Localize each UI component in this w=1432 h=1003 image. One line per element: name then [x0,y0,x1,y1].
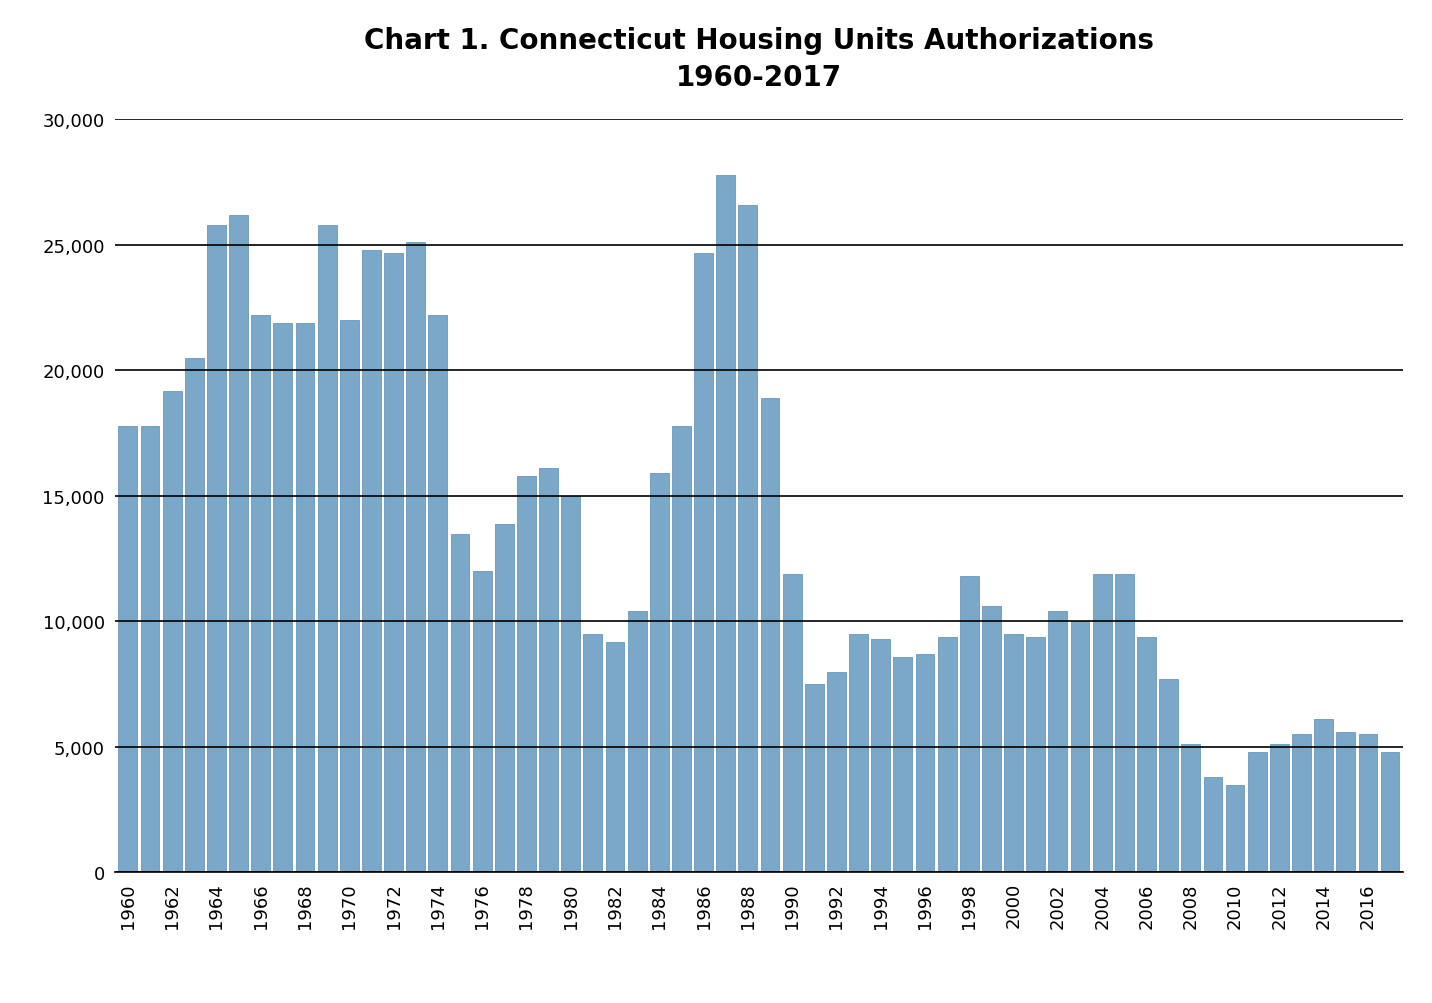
Bar [716,176,735,873]
Bar [583,634,603,873]
Bar [451,534,470,873]
Bar [1226,784,1244,873]
Bar [915,654,935,873]
Bar [1137,637,1156,873]
Bar [1048,612,1067,873]
Bar [407,243,425,873]
Bar [672,426,690,873]
Title: Chart 1. Connecticut Housing Units Authorizations
1960-2017: Chart 1. Connecticut Housing Units Autho… [364,27,1154,91]
Bar [1027,637,1045,873]
Bar [606,642,624,873]
Bar [1270,744,1289,873]
Bar [1315,720,1333,873]
Bar [695,253,713,873]
Bar [140,426,159,873]
Bar [540,469,558,873]
Bar [295,323,315,873]
Bar [894,657,912,873]
Bar [229,216,248,873]
Bar [1247,752,1267,873]
Bar [1181,744,1200,873]
Bar [1093,574,1111,873]
Bar [473,572,491,873]
Bar [805,684,823,873]
Bar [627,612,647,873]
Bar [760,399,779,873]
Bar [362,251,381,873]
Bar [871,640,891,873]
Bar [650,474,669,873]
Bar [1004,634,1022,873]
Bar [208,226,226,873]
Bar [163,391,182,873]
Bar [384,253,402,873]
Bar [1203,777,1223,873]
Bar [982,607,1001,873]
Bar [428,316,447,873]
Bar [938,637,957,873]
Bar [339,321,358,873]
Bar [495,524,514,873]
Bar [1380,752,1399,873]
Bar [959,577,978,873]
Bar [1336,732,1355,873]
Bar [119,426,137,873]
Bar [828,672,846,873]
Bar [185,358,203,873]
Bar [1116,574,1134,873]
Bar [274,323,292,873]
Bar [517,476,536,873]
Bar [318,226,337,873]
Bar [783,574,802,873]
Bar [1359,734,1378,873]
Bar [251,316,271,873]
Bar [1160,680,1179,873]
Bar [1071,622,1090,873]
Bar [1292,734,1310,873]
Bar [739,206,758,873]
Bar [849,634,868,873]
Bar [561,496,580,873]
